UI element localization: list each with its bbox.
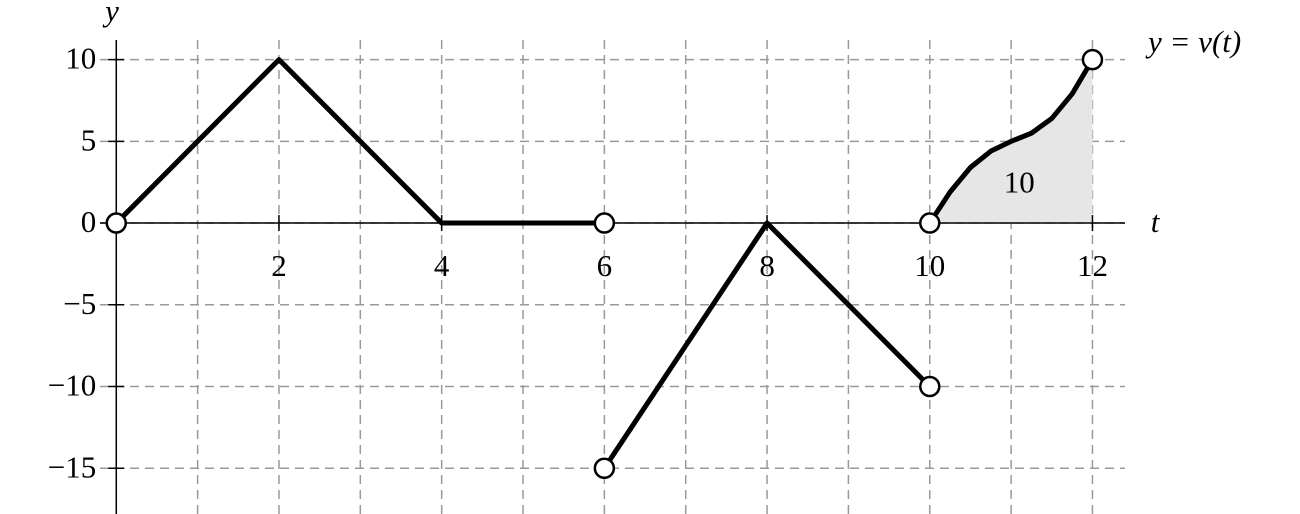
y-tick-label: 0 [81,204,97,239]
y-tick-label: −5 [63,286,96,321]
x-tick-label: 6 [597,248,613,283]
shaded-area [929,59,1093,224]
y-axis-label: y [102,0,119,28]
open-point [1081,48,1104,71]
x-axis-label: t [1151,204,1161,239]
open-point [593,212,616,234]
x-tick-label: 4 [434,248,450,283]
series-label: y = v(t) [1145,24,1241,59]
x-tick-label: 2 [271,248,287,283]
y-tick-label: 10 [65,41,96,76]
y-tick-label: −15 [48,449,96,484]
x-tick-label: 8 [759,248,775,283]
open-point [593,457,616,479]
y-tick-label: −10 [48,368,96,403]
line [113,57,1095,471]
annotation: 10 [1004,165,1035,200]
y-tick-label: 5 [81,122,97,157]
x-tick-label: 10 [914,248,945,283]
open-point [919,375,941,398]
open-point [105,212,128,234]
open-point [919,212,941,234]
x-tick-label: 12 [1077,248,1108,283]
